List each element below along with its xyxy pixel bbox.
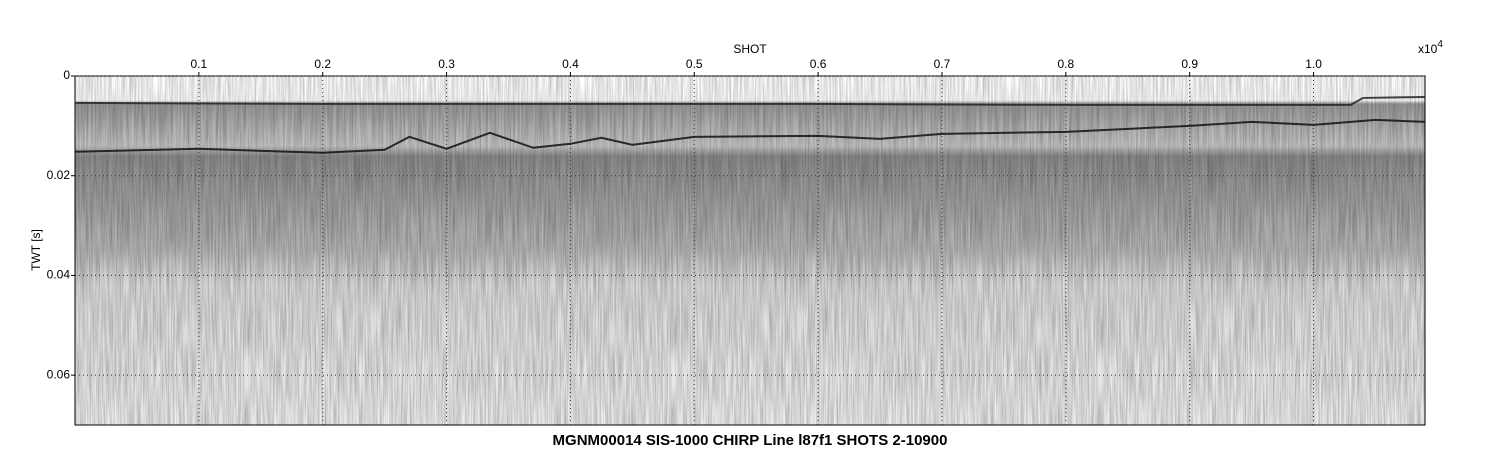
x-tick-label: 0.6 [810,57,827,71]
chart-title: MGNM00014 SIS-1000 CHIRP Line l87f1 SHOT… [553,432,948,449]
y-tick-label: 0.06 [47,367,71,381]
x-tick-label: 0.5 [686,57,703,71]
multiplier-base: x10 [1418,42,1438,56]
x-axis-label: SHOT [733,42,767,56]
x-tick-label: 0.4 [562,57,579,71]
reflector [74,95,1426,106]
seismic-texture [75,76,1425,425]
plot-area [75,76,1425,425]
x-multiplier: x104 [1418,39,1443,57]
x-tick-label: 0.8 [1057,57,1074,71]
x-tick-label: 0.1 [191,57,208,71]
y-axis-label: TWT [s] [29,229,43,271]
y-tick-label: 0 [63,68,70,82]
x-tick-label: 0.3 [438,57,455,71]
multiplier-exponent: 4 [1437,39,1443,50]
reflector [74,118,1426,154]
x-tick-label: 0.2 [314,57,331,71]
plot-frame [74,75,1426,426]
x-tick-label: 0.7 [934,57,951,71]
y-tick-label: 0.04 [47,268,71,282]
x-tick-label: 0.9 [1181,57,1198,71]
y-tick-label: 0.02 [47,168,71,182]
x-tick-label: 1.0 [1305,57,1322,71]
